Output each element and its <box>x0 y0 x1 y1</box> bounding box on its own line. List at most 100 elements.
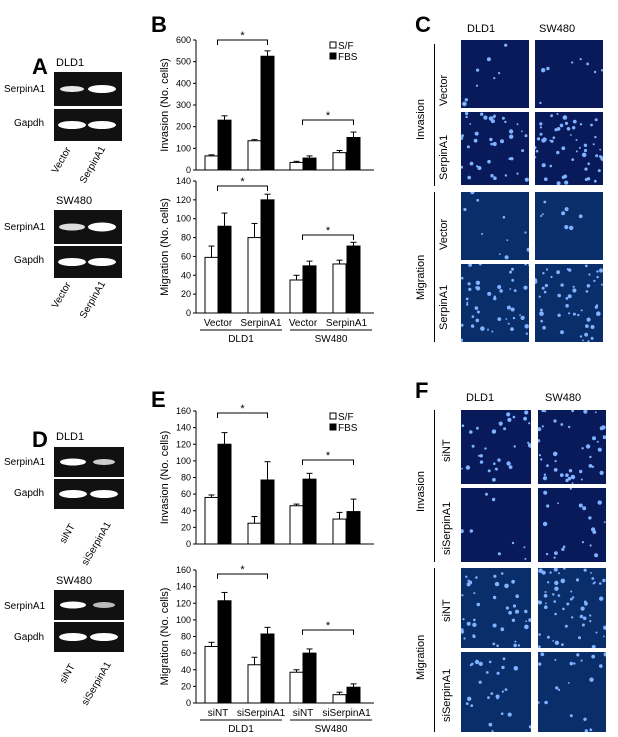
e-top-bar-FBS-2 <box>302 478 317 545</box>
b-bottom-xtick-label: Vector <box>289 318 318 329</box>
b-top-ytick-label: 500 <box>176 57 191 67</box>
b-bottom-sig-star: * <box>326 225 331 237</box>
panel-f-row4: siSerpinA1 <box>441 668 453 722</box>
gel-a2-row2-label: Gapdh <box>14 255 45 266</box>
b-top-legend-sf: S/F <box>338 41 354 52</box>
panel-f-col2: SW480 <box>545 392 582 404</box>
gel-d2-lane1: siNT <box>58 662 78 686</box>
e-top-sig-star: * <box>326 450 331 462</box>
e-bottom-sig-star: * <box>326 620 331 632</box>
e-bottom-bar-FBS-1 <box>260 633 275 704</box>
e-top-bar-SF-0 <box>204 496 219 545</box>
e-bottom-ytick-label: 80 <box>181 632 191 642</box>
e-top-ytick-label: 80 <box>181 473 191 483</box>
gel-d2-row2-label: Gapdh <box>14 632 45 643</box>
b-bottom-bar-FBS-1 <box>260 199 275 314</box>
panel-c-group2: Migration <box>415 254 427 300</box>
b-bottom-ylabel: Migration (No. cells) <box>159 198 171 296</box>
e-top-sig-bracket <box>217 412 268 418</box>
e-bottom-xtick-label: siSerpinA1 <box>237 708 286 719</box>
panel-f-invasion-bracket <box>434 410 435 562</box>
micrograph-13 <box>538 568 606 648</box>
b-bottom-xtick-label: SerpinA1 <box>326 318 368 329</box>
gel-a1-row2-label: Gapdh <box>14 118 45 129</box>
e-bottom-ytick-label: 100 <box>176 615 191 625</box>
panel-c-row1: Vector <box>438 74 450 106</box>
e-top-legend-sf: S/F <box>338 412 354 423</box>
b-bottom-sig-star: * <box>240 176 245 188</box>
gel-a1-serpina1-band <box>54 72 122 106</box>
b-bottom-group-label: DLD1 <box>228 334 254 345</box>
micrograph-2 <box>461 112 529 185</box>
b-top-ytick-label: 200 <box>176 122 191 132</box>
b-bottom-ytick-label: 0 <box>186 308 191 318</box>
e-bottom-group-label: DLD1 <box>228 724 254 735</box>
b-top-sig-star: * <box>240 30 245 42</box>
gel-a2-row1-label: SerpinA1 <box>4 222 46 233</box>
e-bottom-bar-FBS-0 <box>217 600 232 704</box>
b-bottom-bar-SF-0 <box>204 256 219 314</box>
e-top-ytick-label: 100 <box>176 456 191 466</box>
b-bottom-ytick-label: 120 <box>176 195 191 205</box>
b-top-ytick-label: 300 <box>176 100 191 110</box>
e-bottom-sig-bracket <box>302 629 354 635</box>
e-top-legend-swatch-fbs <box>329 423 337 431</box>
e-top-ytick-label: 60 <box>181 489 191 499</box>
e-bottom-sig-bracket <box>217 573 268 579</box>
gel-a2-serpina1-band <box>54 210 122 244</box>
b-bottom-bar-SF-2 <box>289 279 304 314</box>
gel-d2-cell-line: SW480 <box>56 575 93 587</box>
panel-f-label: F <box>415 378 429 403</box>
panel-c-col1: DLD1 <box>467 23 496 35</box>
micrograph-0 <box>461 40 529 108</box>
e-bottom-bar-FBS-3 <box>346 686 361 704</box>
b-top-ytick-label: 100 <box>176 143 191 153</box>
e-bottom-ytick-label: 40 <box>181 665 191 675</box>
b-top-ytick-label: 600 <box>176 35 191 45</box>
e-bottom-xtick-label: siSerpinA1 <box>322 708 371 719</box>
b-bottom-bar-FBS-2 <box>302 265 317 314</box>
micrograph-1 <box>535 40 603 108</box>
b-top-bar-SF-3 <box>332 152 347 171</box>
panel-f-row3: siNT <box>441 599 453 622</box>
panel-c-invasion-bracket <box>434 44 435 186</box>
b-bottom-xtick-label: Vector <box>204 318 233 329</box>
gel-a1-cell-line: DLD1 <box>56 57 85 69</box>
e-bottom-ylabel: Migration (No. cells) <box>159 588 171 686</box>
panel-f-group1: Invasion <box>415 471 427 512</box>
micrograph-15 <box>538 652 606 732</box>
micrograph-7 <box>535 264 603 342</box>
b-top-bar-FBS-0 <box>217 119 232 171</box>
e-top-bar-SF-3 <box>332 518 347 545</box>
e-top-legend-swatch-sf <box>329 412 337 420</box>
gel-a2-lane2: SerpinA1 <box>78 279 109 321</box>
b-bottom-ytick-label: 80 <box>181 233 191 243</box>
e-top-bar-FBS-1 <box>260 479 275 545</box>
b-bottom-bar-SF-3 <box>332 263 347 314</box>
e-bottom-xtick-label: siNT <box>293 708 314 719</box>
gel-a1-row1-label: SerpinA1 <box>4 84 46 95</box>
b-top-ytick-label: 400 <box>176 78 191 88</box>
gel-d1-lane1: siNT <box>58 522 78 546</box>
e-bottom-ytick-label: 0 <box>186 698 191 708</box>
b-bottom-bar-FBS-3 <box>346 245 361 314</box>
b-top-bar-FBS-2 <box>302 157 317 171</box>
b-top-bar-FBS-3 <box>346 137 361 171</box>
b-bottom-sig-bracket <box>217 185 268 191</box>
e-bottom-bar-SF-3 <box>332 694 347 704</box>
e-top-sig-bracket <box>302 459 354 465</box>
b-bottom-group-label: SW480 <box>315 334 348 345</box>
e-top-bar-SF-1 <box>247 522 262 545</box>
b-bottom-ytick-label: 40 <box>181 270 191 280</box>
b-bottom-ytick-label: 20 <box>181 289 191 299</box>
panel-d-label: D <box>32 427 48 452</box>
b-top-legend-fbs: FBS <box>338 52 358 63</box>
panel-c-row4: SerpinA1 <box>438 284 450 330</box>
e-top-ytick-label: 20 <box>181 522 191 532</box>
b-top-bar-SF-1 <box>247 140 262 171</box>
panel-c-label: C <box>415 12 431 37</box>
gel-d1-gapdh-band <box>54 479 124 509</box>
e-bottom-bar-SF-2 <box>289 671 304 704</box>
gel-a1-lane1: Vector <box>50 145 74 176</box>
e-top-ytick-label: 0 <box>186 539 191 549</box>
